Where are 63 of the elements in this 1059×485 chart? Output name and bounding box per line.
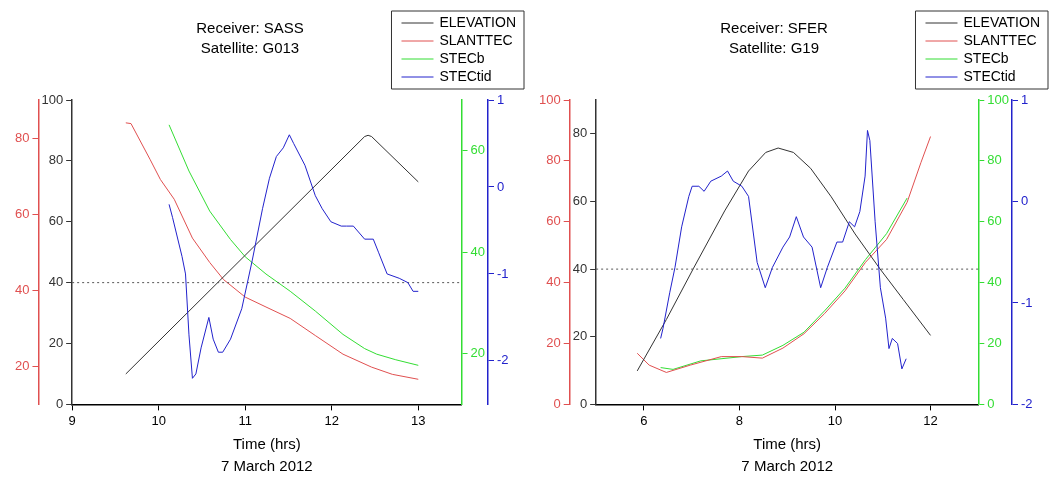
y-tick-label: 60 (48, 213, 64, 229)
legend-label: STECb (963, 49, 1009, 66)
chart-subtitle: Satellite: G013 (200, 39, 300, 57)
legend-label: ELEVATION (963, 13, 1040, 30)
legend-label: ELEVATION (439, 13, 517, 30)
y2-tick-label: 60 (986, 213, 1002, 229)
y3-tick-label: 60 (470, 142, 486, 158)
y-tick-label: 1 (497, 91, 505, 107)
x-tick-label: 12 (324, 412, 339, 428)
y2-tick-label: 20 (986, 335, 1002, 351)
y3-tick-label: 100 (538, 91, 561, 107)
y-tick-label: 80 (48, 152, 64, 168)
y2-tick-label: 80 (14, 129, 30, 145)
x-tick-label: 10 (827, 412, 842, 428)
y-tick-label: 0 (579, 395, 587, 411)
y-tick-label: 60 (572, 193, 587, 209)
y2-tick-label: 60 (14, 205, 30, 221)
legend-label: SLANTTEC (963, 31, 1037, 48)
legend-label: STECb (439, 49, 485, 66)
y-tick-label: 40 (48, 274, 64, 290)
y-tick-label: 0 (497, 178, 505, 194)
y-tick-label: -2 (1020, 395, 1033, 411)
y2-tick-label: 0 (986, 395, 995, 411)
y-tick-label: 80 (572, 125, 587, 141)
x-axis-title: Time (hrs) (752, 435, 821, 453)
y3-tick-label: 40 (545, 274, 561, 290)
y2-tick-label: 40 (14, 281, 30, 297)
y3-tick-label: 20 (470, 345, 486, 361)
y-tick-label: 1 (1020, 91, 1028, 107)
y3-tick-label: 80 (545, 152, 561, 168)
y2-tick-label: 100 (986, 91, 1009, 107)
y2-tick-label: 20 (14, 357, 30, 373)
text: 7 March 2012 (740, 456, 833, 474)
y-tick-label: -1 (497, 265, 509, 281)
y-tick-label: 40 (572, 260, 587, 276)
legend-label: STECtid (963, 67, 1016, 84)
y-tick-label: -2 (497, 352, 509, 368)
y-tick-label: 20 (572, 328, 587, 344)
y-tick-label: 20 (48, 335, 64, 351)
y3-tick-label: 0 (552, 395, 561, 411)
x-tick-label: 13 (411, 412, 426, 428)
y2-tick-label: 80 (986, 152, 1002, 168)
y-tick-label: 100 (41, 91, 64, 107)
y2-tick-label: 40 (986, 274, 1002, 290)
legend-label: SLANTTEC (439, 31, 513, 48)
chart-title: Receiver: SASS (196, 19, 304, 37)
x-axis-title: Time (hrs) (232, 435, 301, 453)
x-tick-label: 12 (922, 412, 938, 428)
y3-tick-label: 20 (545, 335, 561, 351)
legend-label: STECtid (439, 67, 492, 84)
x-tick-label: 11 (238, 412, 252, 428)
x-tick-label: 6 (639, 412, 648, 428)
x-tick-label: 10 (151, 412, 166, 428)
y3-tick-label: 60 (545, 213, 561, 229)
y-tick-label: 0 (55, 395, 64, 411)
x-tick-label: 9 (68, 412, 76, 428)
chart-title: Receiver: SFER (719, 19, 828, 37)
x-tick-label: 8 (735, 412, 743, 428)
y-tick-label: 0 (1020, 193, 1028, 209)
y-tick-label: -1 (1020, 294, 1033, 310)
text: 7 March 2012 (220, 456, 313, 474)
chart-subtitle: Satellite: G19 (728, 39, 819, 57)
y3-tick-label: 40 (470, 243, 486, 259)
